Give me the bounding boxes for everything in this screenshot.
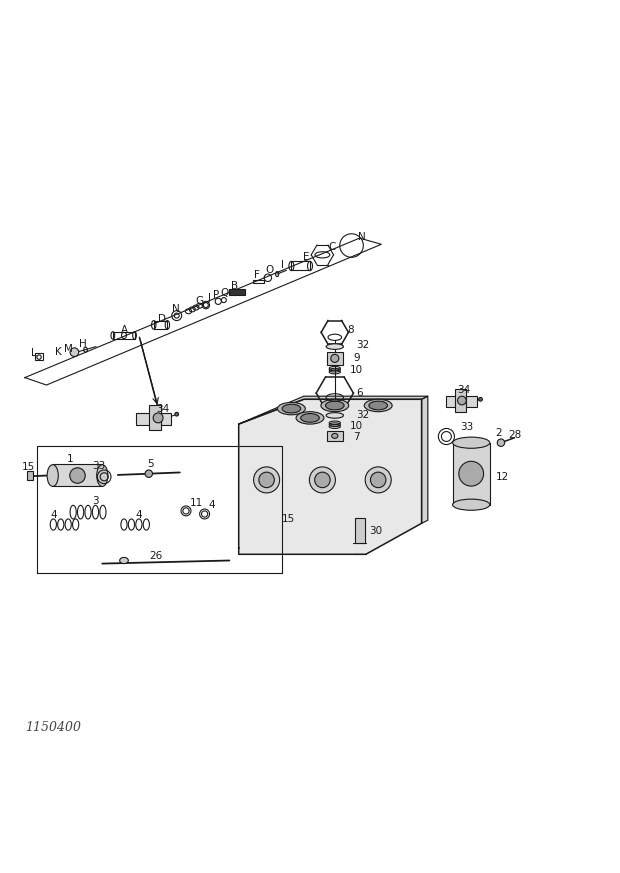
Bar xyxy=(327,431,343,441)
Bar xyxy=(253,279,264,284)
Bar xyxy=(355,519,365,543)
Text: N: N xyxy=(172,304,180,313)
Text: J: J xyxy=(207,292,210,303)
Bar xyxy=(149,405,161,430)
Bar xyxy=(35,354,43,360)
Text: 4: 4 xyxy=(51,510,58,520)
Bar xyxy=(229,289,245,295)
Circle shape xyxy=(70,347,79,356)
Text: 34: 34 xyxy=(457,385,470,395)
Text: O: O xyxy=(265,265,273,275)
Text: 2: 2 xyxy=(495,429,502,438)
Text: G: G xyxy=(195,296,203,306)
Text: C: C xyxy=(329,242,336,251)
Ellipse shape xyxy=(453,499,490,511)
Text: 3: 3 xyxy=(92,496,99,506)
Text: 1: 1 xyxy=(66,455,73,464)
Circle shape xyxy=(497,439,505,446)
Circle shape xyxy=(145,470,153,478)
Ellipse shape xyxy=(371,472,386,488)
Bar xyxy=(291,261,310,271)
Text: K: K xyxy=(55,347,61,356)
Text: B: B xyxy=(231,281,237,291)
Bar xyxy=(154,320,167,329)
Text: 34: 34 xyxy=(156,403,169,414)
Polygon shape xyxy=(239,399,422,554)
Bar xyxy=(27,471,33,480)
Ellipse shape xyxy=(326,402,344,409)
Circle shape xyxy=(479,397,482,402)
Bar xyxy=(113,332,135,339)
Text: 8: 8 xyxy=(347,325,354,335)
Text: 28: 28 xyxy=(508,430,521,440)
Text: 32: 32 xyxy=(356,410,370,421)
Ellipse shape xyxy=(309,467,335,493)
Text: D: D xyxy=(158,313,166,324)
Polygon shape xyxy=(239,396,428,424)
Text: 4: 4 xyxy=(135,510,142,520)
Ellipse shape xyxy=(97,464,108,486)
Text: 15: 15 xyxy=(282,514,295,524)
Ellipse shape xyxy=(47,464,58,486)
Ellipse shape xyxy=(332,433,338,438)
Ellipse shape xyxy=(296,412,324,424)
Text: N: N xyxy=(358,232,366,242)
Text: 32: 32 xyxy=(356,340,370,350)
Text: 11: 11 xyxy=(190,498,203,508)
Ellipse shape xyxy=(278,402,305,415)
Ellipse shape xyxy=(282,404,301,413)
Ellipse shape xyxy=(321,399,348,412)
Bar xyxy=(446,395,477,407)
Ellipse shape xyxy=(315,472,330,488)
Text: Q: Q xyxy=(221,288,229,299)
Text: 1150400: 1150400 xyxy=(25,721,81,734)
Circle shape xyxy=(175,412,179,416)
Bar xyxy=(455,389,466,412)
Text: 33: 33 xyxy=(460,422,473,431)
Ellipse shape xyxy=(369,402,388,409)
Bar xyxy=(453,443,490,505)
Bar xyxy=(53,464,102,486)
Text: 10: 10 xyxy=(350,365,363,375)
Ellipse shape xyxy=(365,467,391,493)
Polygon shape xyxy=(422,396,428,523)
Text: 10: 10 xyxy=(350,421,363,431)
Text: A: A xyxy=(121,325,128,335)
Text: 4: 4 xyxy=(208,499,215,510)
Ellipse shape xyxy=(365,399,392,412)
Text: 30: 30 xyxy=(369,526,382,536)
Text: 6: 6 xyxy=(356,388,363,398)
Bar xyxy=(136,413,171,425)
Text: F: F xyxy=(254,271,260,280)
Ellipse shape xyxy=(259,472,275,488)
Ellipse shape xyxy=(326,413,343,418)
Circle shape xyxy=(153,413,163,423)
Text: 26: 26 xyxy=(149,551,162,560)
Text: E: E xyxy=(303,251,309,262)
Circle shape xyxy=(458,396,466,405)
Text: M: M xyxy=(64,344,73,354)
Ellipse shape xyxy=(331,354,339,362)
Text: P: P xyxy=(213,290,219,300)
Text: L: L xyxy=(31,347,37,358)
Ellipse shape xyxy=(120,557,128,564)
Ellipse shape xyxy=(69,468,86,484)
Text: H: H xyxy=(79,339,87,349)
Text: I: I xyxy=(281,260,284,271)
Text: 15: 15 xyxy=(22,463,35,472)
Text: 9: 9 xyxy=(353,354,360,363)
Bar xyxy=(327,352,343,365)
Text: 5: 5 xyxy=(148,459,154,469)
Ellipse shape xyxy=(326,344,343,349)
Ellipse shape xyxy=(453,437,490,448)
Ellipse shape xyxy=(254,467,280,493)
Text: 7: 7 xyxy=(353,432,360,442)
Ellipse shape xyxy=(459,461,484,486)
Ellipse shape xyxy=(301,414,319,423)
Text: 12: 12 xyxy=(496,471,509,482)
Text: 33: 33 xyxy=(92,461,105,471)
